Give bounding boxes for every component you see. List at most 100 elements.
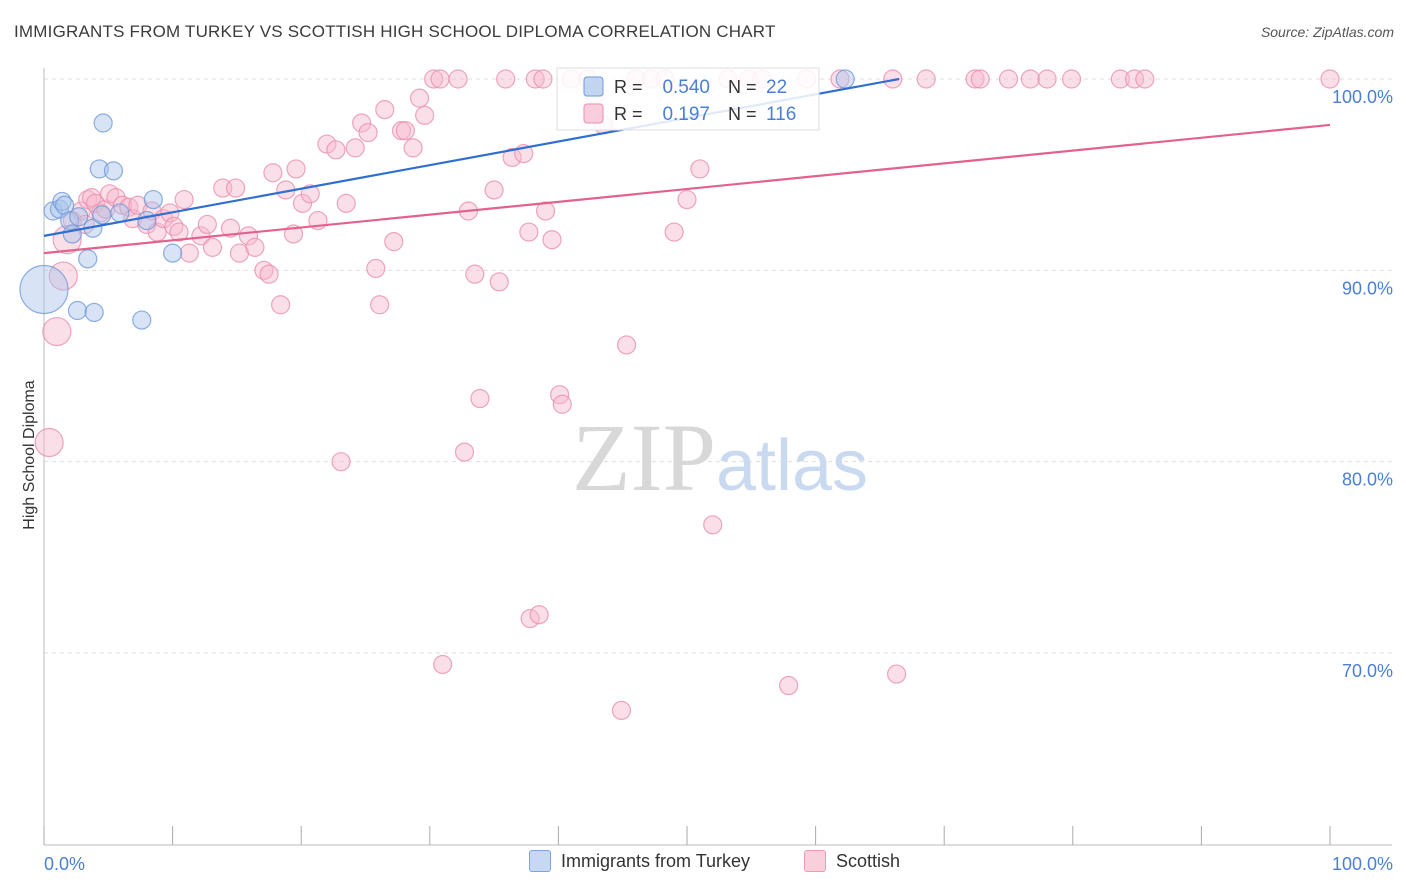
data-point — [533, 69, 553, 89]
legend-r-value: 0.197 — [662, 104, 710, 125]
data-point — [403, 138, 423, 158]
data-point — [89, 159, 109, 179]
data-point — [465, 264, 485, 284]
data-point — [78, 249, 98, 269]
data-point — [519, 222, 539, 242]
data-point — [525, 69, 545, 89]
data-point — [263, 163, 283, 183]
data-point — [84, 302, 104, 323]
data-point — [286, 159, 306, 179]
y-axis-label: High School Diploma — [21, 380, 38, 530]
data-point — [62, 224, 82, 244]
data-point — [830, 69, 850, 89]
data-point — [502, 147, 522, 168]
data-point — [611, 700, 632, 721]
legend-n-value: 116 — [766, 104, 796, 125]
data-point — [424, 69, 444, 89]
data-point — [85, 193, 106, 213]
data-point — [226, 178, 246, 198]
data-point — [254, 260, 274, 280]
y-tick-label: 80.0% — [1342, 470, 1393, 490]
data-point — [430, 69, 450, 89]
x-tick-label-max: 100.0% — [1332, 854, 1393, 874]
data-point — [454, 442, 475, 462]
watermark: ZIPatlas — [572, 404, 868, 511]
y-tick-label: 70.0% — [1342, 661, 1393, 681]
data-point — [345, 138, 365, 158]
data-point — [677, 189, 697, 210]
data-point — [93, 113, 113, 133]
data-point — [778, 675, 799, 696]
data-point — [300, 184, 320, 204]
data-point — [336, 193, 356, 213]
data-point — [1135, 69, 1155, 89]
data-point — [664, 222, 684, 242]
data-point — [179, 243, 199, 263]
data-point — [448, 69, 468, 89]
data-point — [496, 69, 516, 89]
data-point — [54, 195, 75, 215]
trend-line-scottish — [43, 123, 1331, 255]
data-point — [970, 69, 990, 89]
data-point — [358, 122, 378, 143]
series-scottish-points — [34, 69, 1340, 721]
data-point — [174, 189, 194, 210]
legend-item-scottish[interactable]: Scottish — [804, 850, 900, 872]
data-point — [169, 222, 189, 242]
data-point — [326, 140, 346, 160]
data-point — [375, 100, 395, 120]
legend-label-turkey: Immigrants from Turkey — [561, 850, 751, 871]
data-point — [529, 605, 549, 625]
legend-swatch-scottish — [804, 850, 826, 872]
data-point — [197, 214, 217, 235]
data-point — [67, 300, 88, 321]
data-point — [1020, 69, 1040, 89]
x-tick-label-min: 0.0% — [44, 854, 85, 874]
legend-n-value: 22 — [766, 77, 787, 98]
data-point — [433, 654, 453, 675]
data-point — [331, 452, 351, 472]
data-point — [489, 272, 509, 292]
chart-title: IMMIGRANTS FROM TURKEY VS SCOTTISH HIGH … — [14, 22, 776, 41]
data-point — [552, 394, 572, 414]
legend-r-label: R = — [614, 104, 643, 124]
legend-r-label: R = — [614, 77, 643, 97]
data-point — [415, 105, 435, 125]
data-point — [143, 189, 163, 210]
legend-swatch — [583, 76, 604, 97]
data-point — [1124, 69, 1145, 89]
data-point — [110, 203, 130, 223]
data-point — [690, 159, 710, 179]
data-point — [409, 88, 430, 108]
data-point — [259, 264, 279, 284]
data-point — [542, 230, 562, 250]
data-point — [34, 427, 64, 458]
data-point — [384, 232, 404, 252]
legend-r-value: 0.540 — [662, 77, 710, 98]
data-point — [916, 69, 936, 89]
data-point — [202, 237, 223, 257]
y-tick-label: 100.0% — [1332, 87, 1393, 107]
data-point — [132, 310, 152, 330]
bottom-legend: Immigrants from Turkey Scottish — [0, 850, 1406, 880]
data-point — [106, 188, 126, 208]
data-point — [470, 388, 490, 409]
top-legend: R = 0.540 N = 22 R = 0.197 N = 116 — [556, 67, 820, 131]
data-point — [1037, 69, 1057, 89]
legend-swatch — [583, 103, 604, 124]
legend-n-label: N = — [728, 77, 757, 97]
watermark-atlas: atlas — [716, 426, 868, 506]
data-point — [163, 243, 183, 263]
data-point — [1110, 69, 1130, 89]
legend-item-turkey[interactable]: Immigrants from Turkey — [529, 850, 750, 872]
data-point — [616, 335, 637, 355]
data-point — [220, 218, 241, 238]
data-point — [370, 295, 390, 315]
data-point — [1061, 69, 1082, 89]
data-point — [965, 69, 985, 89]
data-point — [484, 180, 504, 200]
watermark-zip: ZIP — [572, 404, 716, 511]
data-point — [69, 207, 89, 227]
data-point — [42, 316, 72, 347]
